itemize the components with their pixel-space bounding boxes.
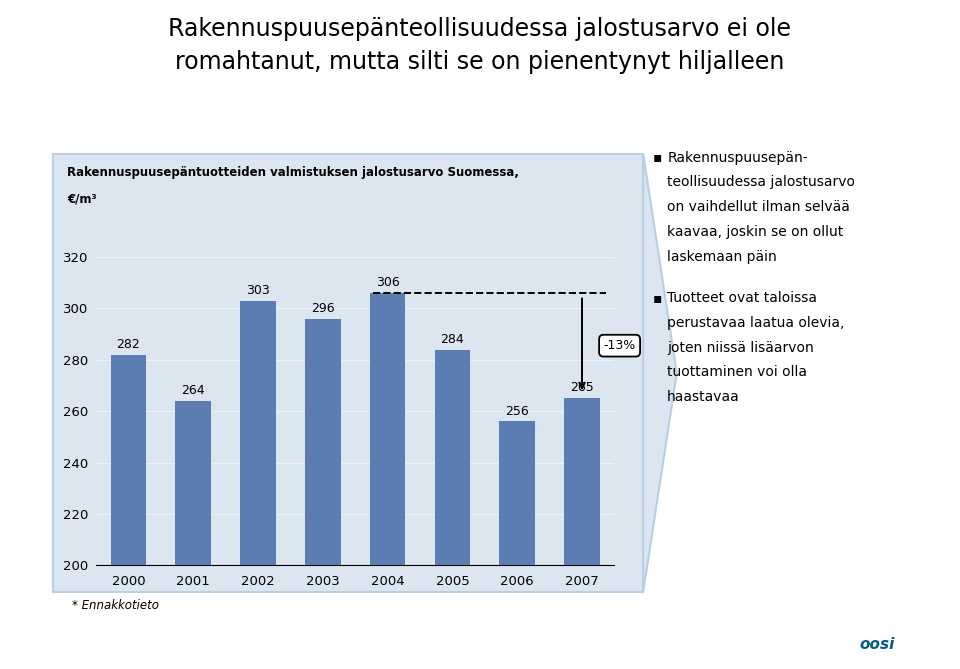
Text: 303: 303 [246,284,270,297]
Text: laskemaan päin: laskemaan päin [667,250,777,264]
Text: 296: 296 [311,302,335,315]
Bar [110,355,146,669]
Text: 256: 256 [505,405,529,417]
Text: Rakennuspuusepäntuotteiden valmistuksen jalostusarvo Suomessa,: Rakennuspuusepäntuotteiden valmistuksen … [67,166,519,179]
Bar [305,318,341,669]
Text: joten niissä lisäarvon: joten niissä lisäarvon [667,341,814,355]
Text: 282: 282 [116,338,140,351]
Bar [435,349,470,669]
Text: -13%: -13% [604,339,636,352]
Text: romahtanut, mutta silti se on pienentynyt hiljalleen: romahtanut, mutta silti se on pienentyny… [176,50,784,74]
Text: tuottaminen voi olla: tuottaminen voi olla [667,365,807,379]
Text: 306: 306 [375,276,399,289]
Text: ▪: ▪ [653,291,662,305]
Bar [240,300,276,669]
Bar [370,293,405,669]
Text: Rakennuspuusepänteollisuudessa jalostusarvo ei ole: Rakennuspuusepänteollisuudessa jalostusa… [169,17,791,41]
Text: 284: 284 [441,332,465,346]
Text: ▪: ▪ [653,151,662,165]
Text: symbi: symbi [811,638,862,652]
Text: Tuotteet ovat taloissa: Tuotteet ovat taloissa [667,291,817,305]
Text: oosi: oosi [859,638,895,652]
Bar [564,398,600,669]
Text: 264: 264 [181,384,205,397]
Text: * Ennakkotieto: * Ennakkotieto [72,599,159,612]
Bar [499,421,535,669]
Text: haastavaa: haastavaa [667,390,740,404]
Text: on vaihdellut ilman selvää: on vaihdellut ilman selvää [667,200,850,214]
Text: teollisuudessa jalostusarvo: teollisuudessa jalostusarvo [667,175,855,189]
Text: Lähteet: Tilastokeskus, Eurostat: Lähteet: Tilastokeskus, Eurostat [24,638,225,652]
Text: Rakennuspuusepän-: Rakennuspuusepän- [667,151,807,165]
Text: perustavaa laatua olevia,: perustavaa laatua olevia, [667,316,845,330]
Text: kaavaa, joskin se on ollut: kaavaa, joskin se on ollut [667,225,844,239]
Text: €/m³: €/m³ [67,193,97,205]
Bar [176,401,211,669]
Text: 265: 265 [570,381,594,395]
